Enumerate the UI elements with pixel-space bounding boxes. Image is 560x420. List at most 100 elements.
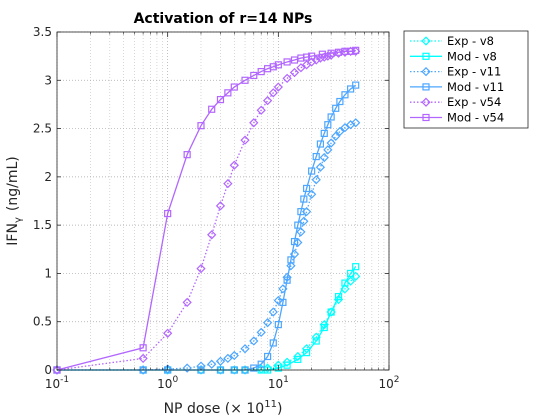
x-axis-label-main: NP dose (× 10 [164,401,265,417]
y-tick-label: 2 [44,170,52,184]
y-tick-label: 0.5 [33,315,52,329]
data-point [283,58,291,66]
y-tick-label: 2.5 [33,122,52,136]
data-point [138,353,148,364]
x-tick-label: 100 [157,375,178,391]
data-point [347,269,355,278]
data-point [207,359,217,369]
data-point [250,71,258,80]
y-tick-label: 1 [44,266,52,280]
data-point [279,298,287,306]
data-point [229,160,239,170]
data-point [282,73,292,84]
data-point [268,88,278,98]
legend-entry: Exp - v54 [410,95,501,109]
y-axis-label-unit: (ng/mL) [5,156,21,211]
data-point [341,91,349,99]
data-point [315,162,326,172]
data-point [320,129,328,137]
x-tick-label-base: 10 [378,377,393,391]
legend-marker [422,83,430,91]
y-tick-label: 3.5 [33,25,52,39]
data-point [249,336,259,346]
data-point [318,50,326,58]
legend-entry: Mod - v8 [410,49,497,63]
legend-marker [421,36,431,46]
legend-label: Mod - v8 [447,49,497,63]
data-point [283,276,291,284]
data-point [197,122,205,130]
data-point [312,152,320,161]
data-point [347,85,355,93]
data-point [327,113,335,121]
legend-entry: Exp - v8 [410,34,494,48]
data-point [256,327,266,337]
data-point [341,279,349,287]
series-line [57,122,356,371]
legend-entry: Mod - v11 [410,80,504,94]
data-point [320,323,328,332]
series-layer [52,46,361,375]
data-point [274,61,282,69]
data-point [352,46,360,54]
data-point [257,360,265,368]
data-point [264,352,272,361]
x-tick-label-base: 10 [268,377,283,391]
data-point [240,135,250,145]
data-point [250,364,258,372]
data-point [308,167,316,175]
data-point [351,118,361,128]
data-point [312,337,320,345]
plot-area [57,32,389,370]
data-point [268,307,278,317]
data-point [293,351,303,362]
data-point [164,209,172,218]
data-point [262,95,273,106]
data-point [230,83,238,91]
data-point [293,237,303,248]
legend-label: Exp - v8 [447,34,494,48]
legend-marker [422,52,430,60]
y-axis-label-main: IFN [5,223,21,246]
data-point [249,118,259,128]
legend-entry: Exp - v11 [410,65,501,79]
data-point [336,97,344,106]
data-point [207,230,217,240]
data-point [306,189,317,199]
data-point [215,356,226,366]
data-point [196,263,206,274]
data-point [286,261,296,271]
data-point [319,52,329,62]
data-point [327,49,335,57]
data-point [302,53,311,61]
legend-box [403,30,529,129]
data-point [302,349,311,357]
data-point [229,350,239,361]
data-point [223,178,233,189]
legend-label: Exp - v11 [447,65,501,79]
data-point [297,208,305,216]
data-point [290,237,299,246]
data-point [208,105,216,113]
legend-entry: Mod - v54 [410,111,504,125]
data-point [352,263,360,271]
data-point [269,63,277,71]
series-exp-v11 [52,118,361,375]
x-tick-label-exp: 2 [394,375,400,385]
data-point [299,216,309,226]
data-point [294,221,302,229]
data-point [223,353,233,364]
legend-marker [421,97,431,107]
data-point [323,145,333,155]
series-exp-v54 [52,46,361,375]
data-point [269,339,277,347]
data-point [282,357,292,367]
x-tick-label: 102 [378,375,399,391]
x-tick-label: 101 [268,375,289,391]
data-point [183,151,191,159]
data-point [316,140,325,148]
data-point [319,152,329,163]
x-axis-label: NP dose (× 1011) [164,399,283,417]
data-point [326,138,336,148]
